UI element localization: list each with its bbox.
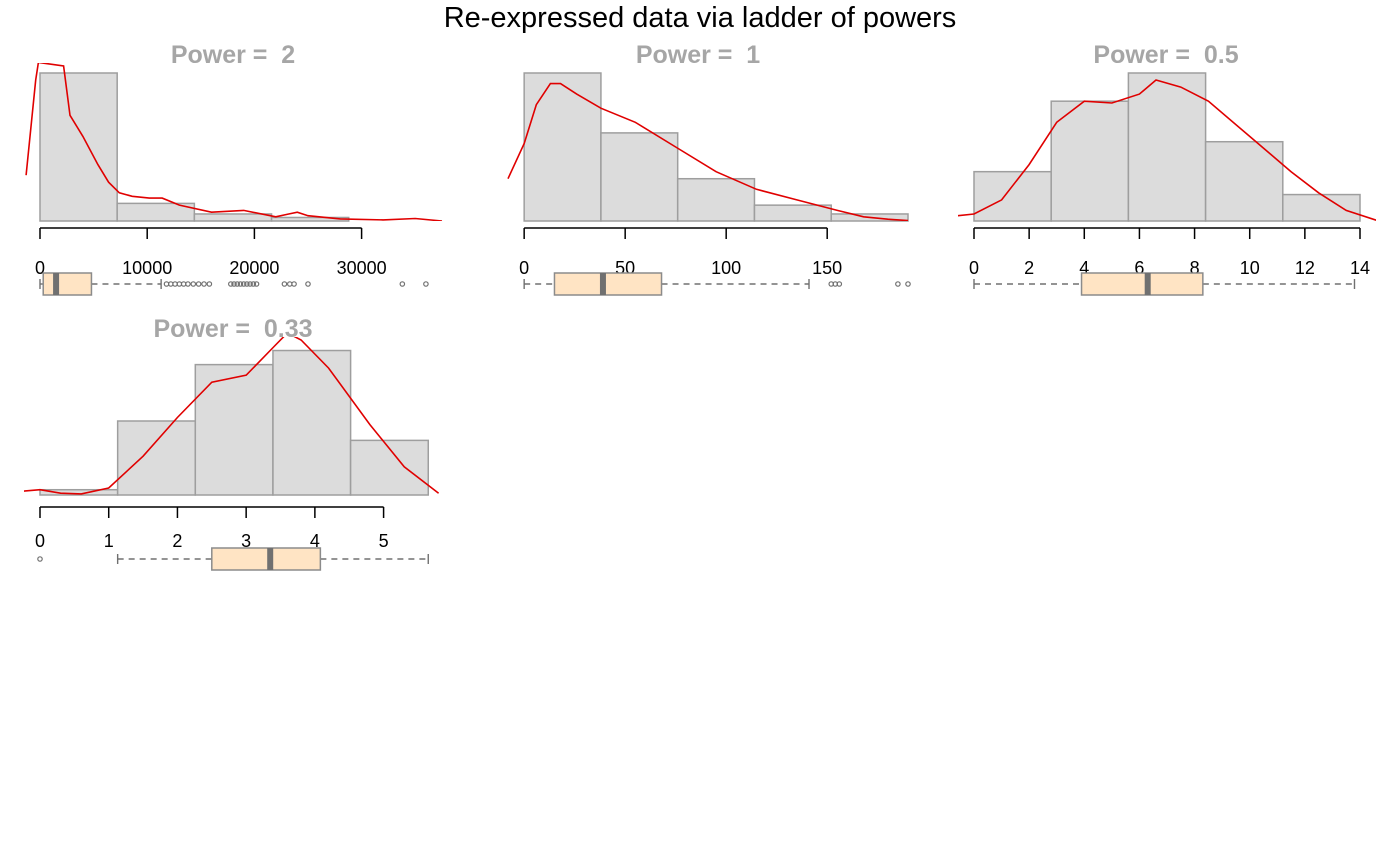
x-tick-label: 6 — [1134, 258, 1144, 278]
boxplot-outlier — [237, 281, 244, 287]
histogram-bar — [193, 213, 273, 222]
histogram-bar — [39, 72, 118, 222]
boxplot-outlier — [250, 281, 257, 287]
histogram-bar — [973, 170, 1052, 222]
x-tick-label: 0 — [35, 258, 45, 278]
histogram-bar — [753, 204, 832, 222]
boxplot-outlier — [201, 281, 207, 287]
histogram-bar — [1282, 193, 1361, 222]
boxplot-outlier — [305, 281, 311, 287]
panel-title-power-0-33: Power = 0.33 — [153, 315, 313, 343]
x-tick-label: 20000 — [229, 258, 279, 278]
boxplot-outlier — [228, 281, 234, 287]
x-tick-label: 4 — [1079, 258, 1089, 278]
boxplot-outlier — [37, 556, 43, 562]
x-tick-label: 2 — [1024, 258, 1034, 278]
x-tick-label: 12 — [1295, 258, 1315, 278]
boxplot-outlier — [206, 281, 213, 287]
boxplot-outlier — [291, 281, 297, 287]
histogram-bar — [116, 420, 197, 496]
histogram-bar — [676, 177, 756, 222]
histogram-bar — [194, 363, 274, 496]
chart-main-title: Re-expressed data via ladder of powers — [443, 2, 957, 34]
histogram-panel-1: 0 50 100 150 — [507, 72, 911, 296]
boxplot-box — [211, 547, 322, 571]
boxplot-outlier — [195, 281, 202, 287]
histogram-panel-2: 0 2 4 6 8 10 12 14 — [958, 72, 1376, 296]
x-tick-label: 4 — [310, 531, 320, 551]
histogram-bar — [116, 202, 196, 222]
histogram-bar — [600, 132, 679, 222]
x-tick-label: 1 — [104, 531, 114, 551]
x-tick-label: 30000 — [337, 258, 387, 278]
boxplot-median — [267, 548, 274, 570]
boxplot-outlier — [281, 281, 288, 287]
histogram-panel-3: 0 1 2 3 4 5 — [24, 337, 440, 571]
boxplot-outlier — [244, 281, 250, 287]
x-tick-label: 10000 — [122, 258, 172, 278]
boxplot-box — [1080, 272, 1204, 296]
boxplot-outlier — [895, 281, 901, 287]
panel-title-power-1: Power = 1 — [635, 41, 761, 69]
density-curve — [24, 337, 440, 495]
x-tick-label: 8 — [1190, 258, 1200, 278]
boxplot-median — [599, 273, 606, 295]
x-tick-label: 10 — [1240, 258, 1260, 278]
boxplot-outlier — [399, 281, 406, 287]
histogram-panel-0: 0 10000 20000 30000 — [25, 63, 443, 296]
x-tick-label: 3 — [241, 531, 251, 551]
boxplot-outlier — [240, 281, 247, 287]
boxplot-median — [53, 273, 60, 295]
histogram-bar — [1127, 72, 1207, 222]
x-tick-label: 0 — [35, 531, 45, 551]
histogram-bar — [523, 72, 602, 222]
density-curve — [25, 63, 443, 221]
panel-title-power-2: Power = 2 — [170, 41, 296, 69]
histogram-bar — [1204, 140, 1284, 222]
x-tick-label: 100 — [711, 258, 741, 278]
x-tick-label: 150 — [812, 258, 842, 278]
boxplot-outlier — [185, 281, 191, 287]
boxplot-outlier — [836, 281, 843, 287]
boxplot-median — [1144, 273, 1151, 295]
boxplot-box — [553, 272, 663, 296]
x-tick-label: 2 — [172, 531, 182, 551]
x-tick-label: 0 — [519, 258, 529, 278]
histogram-bar — [1050, 100, 1130, 222]
boxplot-outlier — [190, 281, 197, 287]
boxplot-outlier — [253, 281, 260, 287]
histogram-bar — [272, 349, 352, 496]
boxplot-outlier — [234, 281, 241, 287]
boxplot-outlier — [247, 281, 253, 287]
x-tick-label: 14 — [1350, 258, 1370, 278]
x-tick-label: 5 — [379, 531, 389, 551]
boxplot-outlier — [423, 281, 429, 287]
boxplot-outlier — [231, 281, 237, 287]
panel-title-power-0-5: Power = 0.5 — [1093, 41, 1239, 69]
density-curve — [507, 82, 909, 221]
boxplot-outlier — [905, 281, 911, 287]
boxplot-box — [42, 272, 93, 296]
x-tick-label: 0 — [969, 258, 979, 278]
density-curve — [958, 79, 1376, 221]
